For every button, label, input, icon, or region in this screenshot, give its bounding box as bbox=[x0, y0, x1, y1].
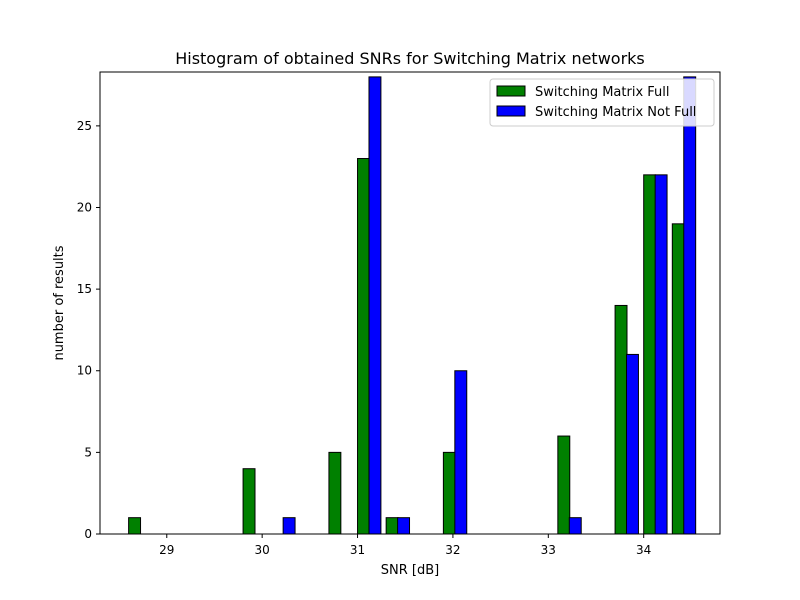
bar-not-full-15 bbox=[568, 517, 582, 535]
plot-frame bbox=[99, 71, 721, 535]
legend-swatch-full bbox=[496, 85, 526, 97]
chart-title: Histogram of obtained SNRs for Switching… bbox=[175, 49, 645, 68]
bar-full-11 bbox=[442, 451, 456, 535]
x-tick-label-2: 31 bbox=[350, 543, 365, 557]
legend: Switching Matrix Full Switching Matrix N… bbox=[489, 78, 715, 127]
y-axis-label: number of results bbox=[52, 245, 67, 360]
bar-full-7 bbox=[328, 451, 342, 535]
legend-label-not-full: Switching Matrix Not Full bbox=[535, 105, 696, 120]
x-tick-label-0: 29 bbox=[159, 543, 174, 557]
legend-box bbox=[489, 78, 715, 127]
bar-full-9 bbox=[385, 517, 399, 535]
bar-full-8 bbox=[357, 158, 370, 535]
bar-not-full-9 bbox=[397, 517, 411, 535]
bar-not-full-18 bbox=[654, 174, 668, 535]
x-axis-ticks: 29 30 31 32 33 34 bbox=[159, 534, 651, 557]
bar-not-full-17 bbox=[626, 353, 639, 535]
x-tick-label-1: 30 bbox=[255, 543, 270, 557]
bar-not-full-11 bbox=[454, 370, 468, 535]
y-tick-label-1: 5 bbox=[84, 445, 92, 459]
bar-full-19 bbox=[671, 223, 685, 535]
y-tick-label-3: 15 bbox=[77, 282, 92, 296]
x-tick-label-5: 34 bbox=[636, 543, 651, 557]
legend-label-full: Switching Matrix Full bbox=[535, 85, 670, 100]
x-tick-label-3: 32 bbox=[445, 543, 460, 557]
bar-not-full-8 bbox=[368, 76, 382, 535]
legend-swatch-not-full bbox=[496, 105, 526, 117]
y-tick-label-5: 25 bbox=[77, 119, 92, 133]
y-tick-label-2: 10 bbox=[77, 364, 92, 378]
y-tick-label-4: 20 bbox=[77, 200, 92, 214]
y-axis-ticks: 0 5 10 15 20 25 bbox=[77, 119, 100, 541]
bar-not-full-19 bbox=[683, 76, 697, 535]
bar-full-4 bbox=[242, 468, 256, 535]
bars-layer bbox=[128, 76, 697, 535]
bar-full-15 bbox=[557, 435, 571, 535]
bar-full-17 bbox=[614, 304, 628, 535]
bar-full-0 bbox=[128, 517, 142, 535]
x-axis-label: SNR [dB] bbox=[381, 563, 439, 578]
x-tick-label-4: 33 bbox=[541, 543, 556, 557]
bar-not-full-5 bbox=[282, 517, 296, 535]
y-tick-label-0: 0 bbox=[84, 527, 92, 541]
bar-full-18 bbox=[643, 174, 657, 535]
